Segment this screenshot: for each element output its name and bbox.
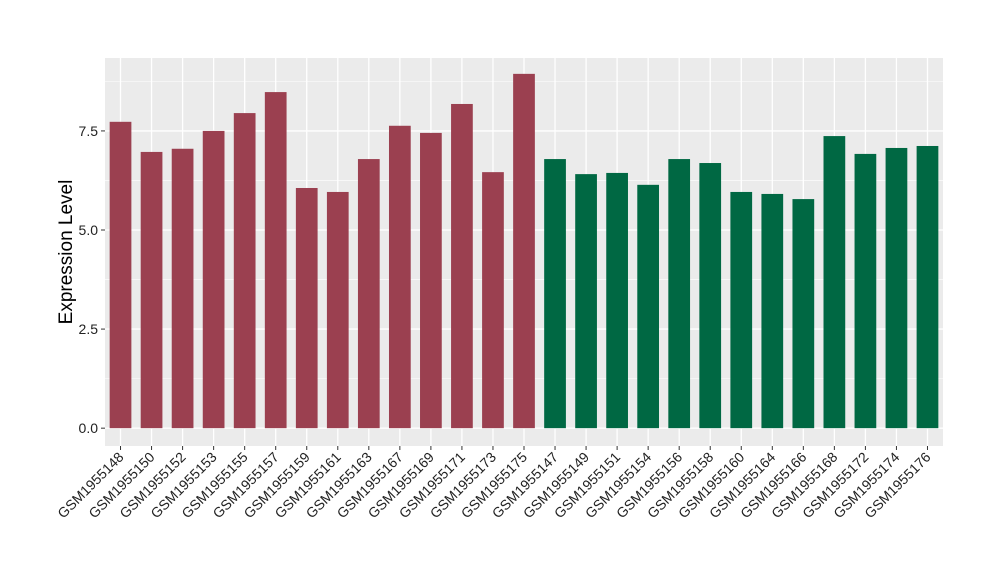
bar-GSM1955157: [264, 92, 287, 429]
y-tick-label: 0.0: [79, 420, 99, 436]
bar-GSM1955169: [420, 132, 442, 429]
bar-GSM1955149: [575, 174, 597, 429]
bar-GSM1955154: [637, 184, 660, 429]
bar-GSM1955163: [357, 159, 380, 429]
bar-GSM1955159: [295, 187, 318, 429]
bar-GSM1955153: [202, 130, 225, 429]
bar-GSM1955166: [792, 199, 815, 429]
bar-GSM1955173: [482, 172, 504, 429]
bar-GSM1955172: [854, 153, 877, 429]
y-tick-label: 2.5: [79, 321, 99, 337]
bar-GSM1955156: [668, 159, 691, 429]
y-tick-label: 7.5: [79, 123, 99, 139]
y-axis-label: Expression Level: [56, 180, 77, 325]
bar-GSM1955151: [606, 172, 628, 429]
bar-GSM1955152: [171, 148, 194, 429]
bar-GSM1955168: [823, 136, 846, 429]
bar-GSM1955175: [513, 73, 535, 429]
bar-GSM1955171: [451, 103, 473, 429]
bar-GSM1955147: [544, 159, 566, 429]
bar-GSM1955150: [140, 151, 163, 429]
y-tick-label: 5.0: [79, 222, 99, 238]
bar-GSM1955164: [761, 193, 784, 429]
bar-GSM1955176: [916, 145, 939, 429]
bar-GSM1955148: [109, 121, 132, 429]
bar-GSM1955167: [388, 125, 411, 429]
bar-GSM1955174: [885, 147, 908, 429]
bar-GSM1955158: [699, 163, 722, 429]
bar-GSM1955160: [730, 191, 753, 429]
bar-GSM1955161: [326, 191, 349, 429]
bar-GSM1955155: [233, 113, 256, 429]
